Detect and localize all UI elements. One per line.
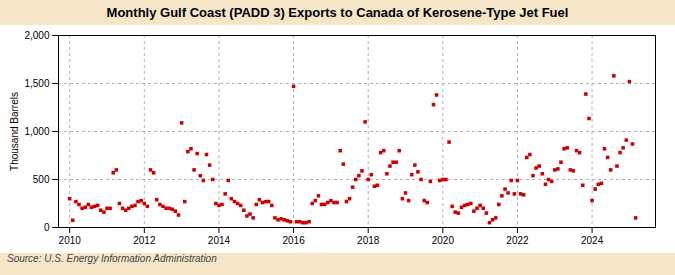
svg-text:2018: 2018 [357,235,380,246]
svg-text:0: 0 [44,222,50,233]
svg-text:2016: 2016 [282,235,305,246]
svg-text:2,000: 2,000 [24,30,49,41]
svg-text:2020: 2020 [432,235,455,246]
svg-text:2014: 2014 [208,235,231,246]
svg-text:2022: 2022 [506,235,529,246]
html-text:Monthly Gulf Coast (PADD 3) Ex: Monthly Gulf Coast (PADD 3) Exports to C… [106,5,569,20]
svg-text:1,500: 1,500 [24,78,49,89]
svg-text:2010: 2010 [59,235,82,246]
svg-text:Thousand Barrels: Thousand Barrels [9,92,20,171]
svg-text:2024: 2024 [581,235,604,246]
svg-text:1,000: 1,000 [24,126,49,137]
html-text:Source: U.S. Energy Informatio: Source: U.S. Energy Information Administ… [7,253,217,264]
svg-text:2012: 2012 [133,235,156,246]
svg-text:500: 500 [33,174,50,185]
